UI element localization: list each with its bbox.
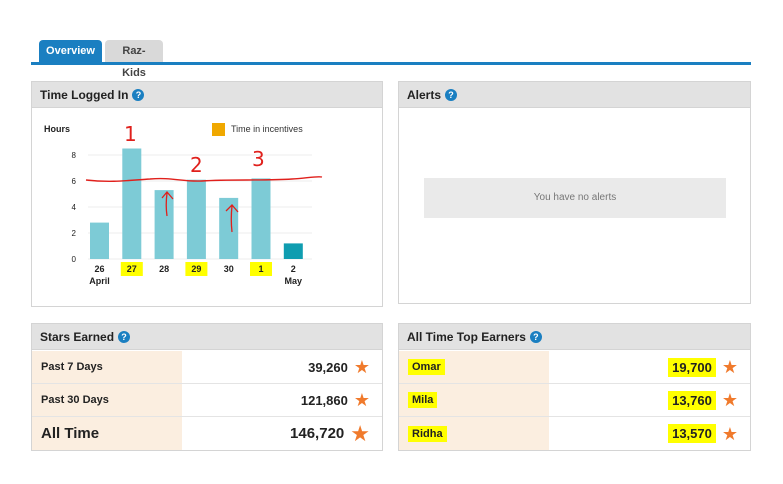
annotation-arrow bbox=[225, 204, 239, 233]
panel-header: Alerts ? bbox=[399, 82, 750, 108]
chart-bar bbox=[186, 179, 206, 259]
tab-raz-kids[interactable]: Raz-Kids bbox=[105, 40, 163, 79]
star-icon: ★ bbox=[353, 390, 370, 410]
y-axis-label: Hours bbox=[44, 124, 70, 134]
earner-name: Ridha bbox=[408, 425, 447, 442]
stars-rows: Past 7 Days 39,260 ★ Past 30 Days 121,860… bbox=[32, 351, 382, 450]
x-tick-label: 1 bbox=[258, 264, 263, 274]
top-earners-panel: All Time Top Earners ? Omar 19,700 ★ Mila… bbox=[398, 323, 751, 451]
label-highlight bbox=[120, 262, 143, 276]
tab-bar: Overview Raz-Kids bbox=[39, 40, 163, 79]
panel-title: All Time Top Earners bbox=[407, 329, 526, 344]
row-label: Past 7 Days bbox=[32, 351, 182, 383]
star-icon: ★ bbox=[721, 357, 738, 377]
table-row: Past 30 Days 121,860 ★ bbox=[32, 384, 382, 417]
y-tick-label: 4 bbox=[72, 203, 77, 212]
table-row: Mila 13,760 ★ bbox=[399, 384, 750, 417]
panel-title: Stars Earned bbox=[40, 329, 115, 344]
row-value: 13,570 bbox=[668, 424, 716, 443]
tab-overview[interactable]: Overview bbox=[39, 40, 102, 62]
panel-title: Alerts bbox=[407, 87, 442, 102]
x-tick-month: May bbox=[285, 276, 303, 286]
row-label-cell: Omar bbox=[399, 351, 549, 383]
help-icon[interactable]: ? bbox=[445, 88, 458, 101]
row-value-cell: 39,260 ★ bbox=[182, 351, 382, 383]
chart-bar bbox=[122, 148, 142, 259]
x-tick-month: April bbox=[89, 276, 110, 286]
star-icon: ★ bbox=[353, 357, 370, 377]
stars-earned-panel: Stars Earned ? Past 7 Days 39,260 ★ Past … bbox=[31, 323, 383, 451]
help-icon[interactable]: ? bbox=[118, 330, 131, 343]
x-tick-label: 30 bbox=[224, 264, 234, 274]
top-earner-rows: Omar 19,700 ★ Mila 13,760 ★ Ridha 13,570 ★ bbox=[399, 351, 750, 450]
row-value-cell: 121,860 ★ bbox=[182, 384, 382, 416]
chart-bar bbox=[283, 243, 303, 259]
time-chart: Hours 0 2 4 6 8 Time in incentives 26 April 27 28 2… bbox=[44, 122, 323, 286]
row-value: 13,760 bbox=[668, 390, 716, 410]
x-tick-label: 26 bbox=[94, 264, 104, 274]
table-row: Omar 19,700 ★ bbox=[399, 351, 750, 384]
y-tick-label: 0 bbox=[72, 255, 77, 264]
earner-name: Omar bbox=[408, 359, 445, 375]
alerts-panel: Alerts ? You have no alerts bbox=[398, 81, 751, 304]
annotation-label: 3 bbox=[252, 147, 265, 171]
chart-bar bbox=[251, 178, 271, 259]
x-tick-label: 27 bbox=[127, 264, 137, 274]
row-value-cell: 146,720 ★ bbox=[182, 417, 382, 450]
chart-bar bbox=[90, 222, 109, 259]
no-alerts-message: You have no alerts bbox=[424, 178, 726, 218]
legend-label: Time in incentives bbox=[231, 124, 303, 134]
y-tick-label: 8 bbox=[72, 151, 77, 160]
help-icon[interactable]: ? bbox=[529, 330, 542, 343]
y-tick-label: 2 bbox=[72, 229, 77, 238]
row-value-cell: 13,760 ★ bbox=[549, 384, 750, 416]
table-row: Past 7 Days 39,260 ★ bbox=[32, 351, 382, 384]
row-label-cell: Mila bbox=[399, 384, 549, 416]
legend-swatch bbox=[212, 123, 225, 136]
panel-title: Time Logged In bbox=[40, 87, 129, 102]
help-icon[interactable]: ? bbox=[132, 88, 145, 101]
annotation-label: 1 bbox=[124, 122, 137, 146]
row-value: 39,260 bbox=[308, 359, 348, 375]
y-tick-label: 6 bbox=[72, 177, 77, 186]
label-highlight bbox=[250, 262, 272, 276]
annotation-line bbox=[85, 176, 323, 182]
chart-bar bbox=[219, 197, 239, 259]
row-value: 19,700 bbox=[668, 357, 716, 377]
tab-underline bbox=[31, 62, 751, 65]
star-icon: ★ bbox=[350, 420, 370, 446]
table-row: Ridha 13,570 ★ bbox=[399, 417, 750, 450]
annotation-arrow bbox=[161, 190, 174, 217]
star-icon: ★ bbox=[721, 423, 738, 444]
row-label-cell: Ridha bbox=[399, 417, 549, 450]
earner-name: Mila bbox=[408, 392, 438, 408]
row-value: 146,720 bbox=[290, 425, 345, 442]
panel-header: Stars Earned ? bbox=[32, 324, 382, 350]
annotation-label: 2 bbox=[190, 153, 203, 177]
x-tick-label: 29 bbox=[191, 264, 201, 274]
row-value-cell: 13,570 ★ bbox=[549, 417, 750, 450]
row-label: Past 30 Days bbox=[32, 384, 182, 416]
label-highlight bbox=[185, 262, 208, 276]
row-value: 121,860 bbox=[300, 392, 348, 408]
chart-bar bbox=[154, 190, 174, 259]
x-tick-label: 28 bbox=[159, 264, 169, 274]
row-label: All Time bbox=[32, 417, 182, 450]
time-logged-in-panel: Time Logged In ? Hours 0 2 4 6 8 Time in incen… bbox=[31, 81, 383, 307]
x-tick-label: 2 bbox=[291, 264, 296, 274]
table-row: All Time 146,720 ★ bbox=[32, 417, 382, 450]
panel-header: Time Logged In ? bbox=[32, 82, 382, 108]
panel-header: All Time Top Earners ? bbox=[399, 324, 750, 350]
row-value-cell: 19,700 ★ bbox=[549, 351, 750, 383]
star-icon: ★ bbox=[721, 390, 738, 410]
